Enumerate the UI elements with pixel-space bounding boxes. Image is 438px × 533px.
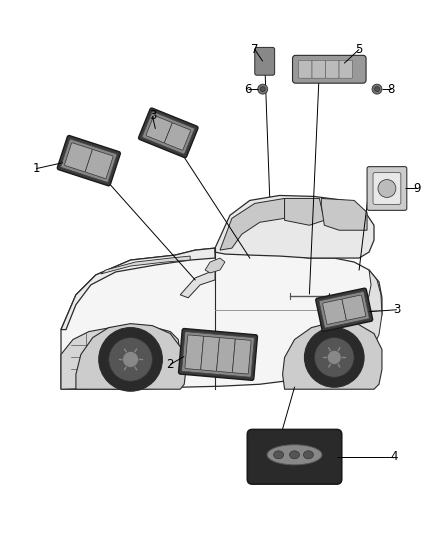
FancyBboxPatch shape: [255, 47, 275, 75]
Text: 5: 5: [355, 43, 363, 56]
FancyBboxPatch shape: [316, 288, 373, 332]
Polygon shape: [76, 324, 186, 389]
FancyBboxPatch shape: [323, 299, 346, 325]
FancyBboxPatch shape: [201, 336, 219, 371]
Circle shape: [378, 180, 396, 197]
Circle shape: [374, 87, 379, 92]
Polygon shape: [344, 270, 382, 367]
Text: 9: 9: [413, 182, 420, 195]
FancyBboxPatch shape: [298, 60, 312, 78]
FancyBboxPatch shape: [217, 338, 235, 373]
Text: 6: 6: [244, 83, 251, 95]
Polygon shape: [215, 196, 374, 258]
FancyBboxPatch shape: [64, 143, 92, 172]
Circle shape: [260, 87, 265, 92]
Polygon shape: [96, 369, 131, 379]
FancyBboxPatch shape: [179, 328, 258, 381]
Polygon shape: [220, 198, 285, 250]
FancyBboxPatch shape: [293, 55, 366, 83]
FancyBboxPatch shape: [339, 60, 353, 78]
Text: 8: 8: [387, 83, 395, 95]
FancyBboxPatch shape: [342, 295, 366, 320]
Polygon shape: [61, 248, 382, 389]
Polygon shape: [180, 270, 215, 298]
FancyBboxPatch shape: [247, 430, 342, 484]
FancyBboxPatch shape: [146, 116, 172, 143]
Polygon shape: [61, 248, 215, 329]
FancyBboxPatch shape: [233, 339, 251, 374]
Polygon shape: [205, 258, 225, 273]
Polygon shape: [321, 198, 367, 230]
Circle shape: [304, 328, 364, 387]
Circle shape: [99, 328, 162, 391]
FancyBboxPatch shape: [142, 111, 194, 154]
Circle shape: [327, 351, 341, 365]
FancyBboxPatch shape: [57, 135, 120, 186]
FancyBboxPatch shape: [373, 173, 401, 204]
Circle shape: [314, 337, 354, 377]
Circle shape: [372, 84, 382, 94]
FancyBboxPatch shape: [138, 108, 198, 158]
Circle shape: [109, 337, 152, 381]
Polygon shape: [283, 321, 382, 389]
Circle shape: [258, 84, 268, 94]
Text: 2: 2: [166, 358, 174, 371]
Text: 4: 4: [390, 450, 398, 463]
FancyBboxPatch shape: [185, 335, 204, 370]
Text: 3: 3: [149, 109, 156, 123]
FancyBboxPatch shape: [61, 139, 117, 182]
Text: 3: 3: [393, 303, 401, 316]
Ellipse shape: [290, 451, 300, 459]
Ellipse shape: [267, 445, 322, 465]
Circle shape: [123, 351, 138, 367]
FancyBboxPatch shape: [319, 292, 369, 328]
Text: 7: 7: [251, 43, 258, 56]
Ellipse shape: [274, 451, 283, 459]
FancyBboxPatch shape: [85, 150, 113, 179]
FancyBboxPatch shape: [367, 167, 407, 211]
FancyBboxPatch shape: [165, 123, 191, 150]
FancyBboxPatch shape: [312, 60, 325, 78]
Text: 1: 1: [32, 162, 40, 175]
Polygon shape: [285, 198, 324, 225]
Ellipse shape: [304, 451, 314, 459]
FancyBboxPatch shape: [182, 332, 254, 377]
Polygon shape: [61, 327, 180, 389]
Polygon shape: [101, 256, 190, 274]
FancyBboxPatch shape: [325, 60, 339, 78]
